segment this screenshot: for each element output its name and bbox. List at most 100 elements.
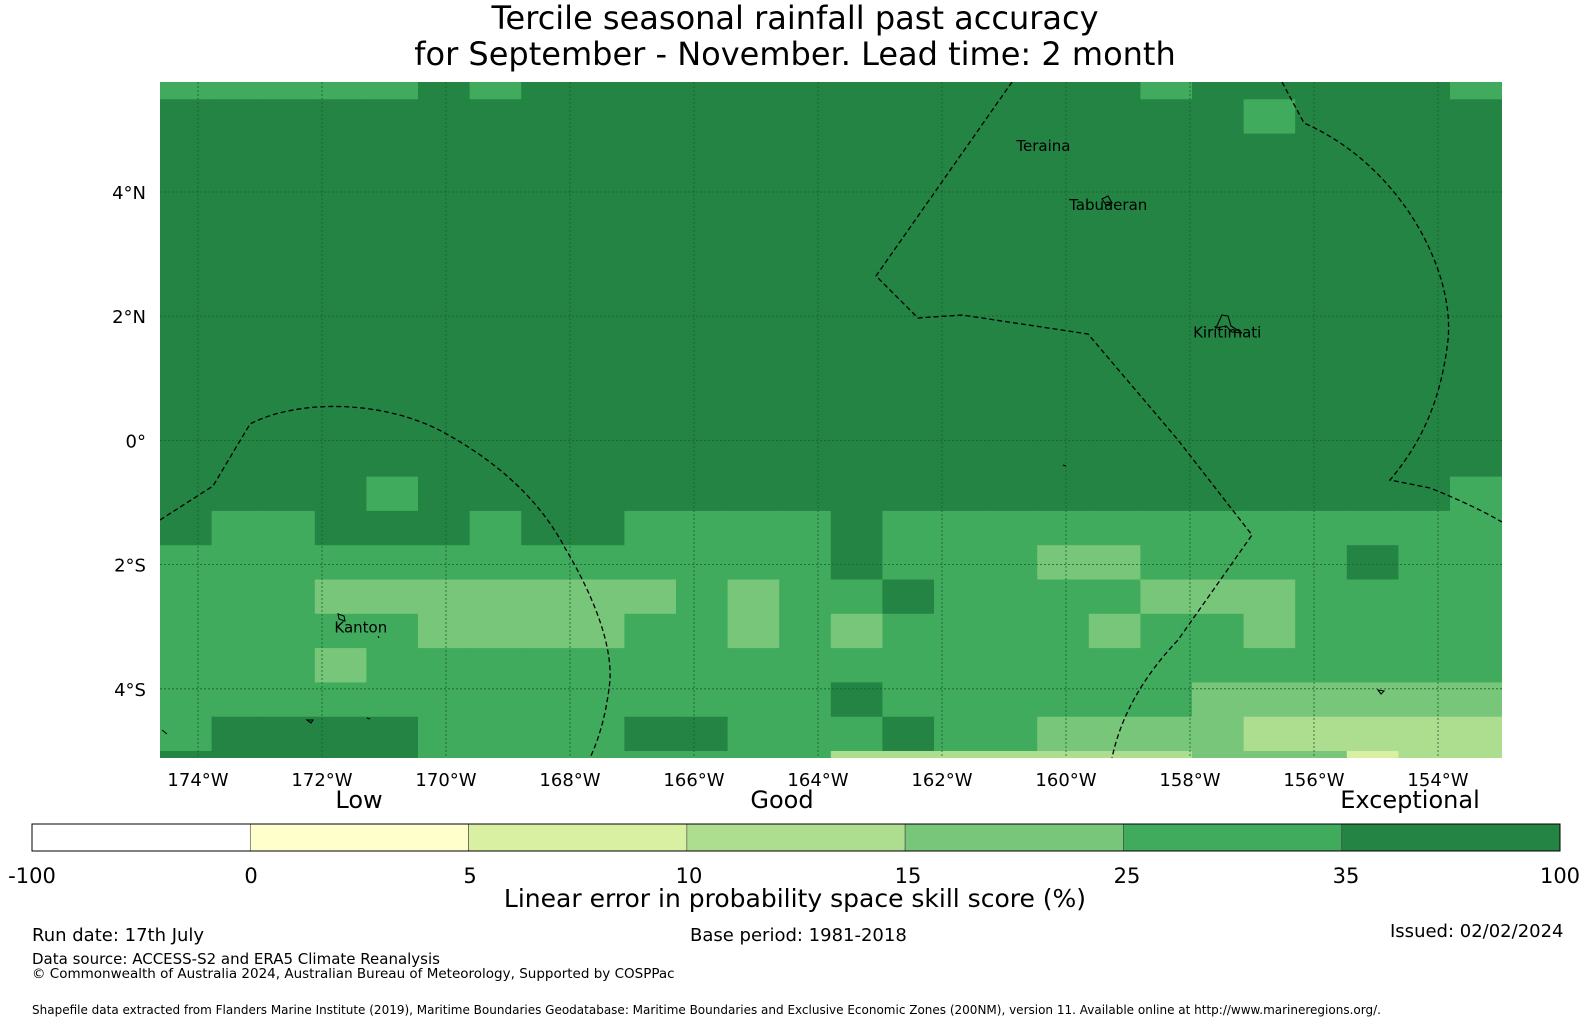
skill-cell — [1398, 82, 1451, 100]
skill-cell — [1346, 373, 1399, 409]
skill-cell — [1037, 270, 1090, 306]
skill-cell — [211, 408, 264, 443]
skill-cell — [1346, 545, 1399, 581]
skill-cell — [314, 339, 367, 375]
coastline-small-islet-2 — [366, 717, 371, 720]
coastline-small-islet-3 — [377, 635, 380, 639]
skill-cell — [1243, 305, 1296, 340]
skill-cell — [469, 579, 522, 615]
skill-cell — [727, 82, 780, 100]
skill-cell — [1346, 167, 1399, 203]
skill-cell — [624, 305, 677, 340]
skill-cell — [160, 305, 213, 340]
skill-cell — [1088, 82, 1141, 100]
skill-cell — [830, 751, 1038, 758]
skill-cell — [366, 579, 419, 615]
skill-cell — [314, 408, 367, 443]
skill-cell — [1037, 99, 1090, 135]
skill-cell — [160, 545, 213, 581]
skill-cell — [1140, 648, 1193, 683]
skill-cell — [160, 202, 213, 238]
colorbar-bin — [249, 823, 469, 852]
skill-cell — [160, 476, 213, 512]
skill-cell — [1450, 510, 1502, 546]
skill-cell — [1088, 133, 1141, 169]
skill-cell — [1450, 99, 1502, 135]
skill-cell — [521, 236, 574, 272]
skill-cell — [418, 716, 471, 752]
skill-cell — [1295, 305, 1348, 340]
skill-cell — [1088, 442, 1141, 478]
skill-cell — [1346, 82, 1399, 100]
colorbar — [31, 823, 1561, 852]
skill-cell — [1140, 442, 1193, 478]
skill-cell — [779, 133, 832, 169]
skill-cell — [211, 202, 264, 238]
skill-cell — [1450, 579, 1502, 615]
map-title-line-2: for September - November. Lead time: 2 m… — [414, 35, 1176, 73]
skill-cell — [1037, 408, 1090, 443]
skill-cell — [366, 99, 419, 135]
skill-cell — [1192, 751, 1348, 758]
skill-cell — [624, 339, 677, 375]
skill-cell — [160, 339, 213, 375]
skill-cell — [1243, 716, 1296, 752]
skill-cell — [624, 510, 677, 546]
skill-cell — [1398, 270, 1451, 306]
skill-cell — [469, 236, 522, 272]
skill-cell — [366, 339, 419, 375]
skill-cell — [985, 133, 1038, 169]
skill-cell — [263, 648, 316, 683]
skill-cell — [676, 545, 729, 581]
longitude-tick-label: 154°W — [1407, 770, 1468, 791]
skill-cell — [211, 476, 264, 512]
skill-cell — [1243, 82, 1296, 100]
longitude-tick-label: 170°W — [415, 770, 476, 791]
eez-boundary-line-islands-east — [1281, 82, 1502, 523]
skill-cell — [263, 305, 316, 340]
skill-cell — [418, 236, 471, 272]
skill-cell — [1037, 579, 1090, 615]
skill-cell — [1295, 373, 1348, 409]
skill-cell — [160, 236, 213, 272]
skill-cell — [624, 716, 677, 752]
skill-cell — [263, 82, 316, 100]
skill-cell — [366, 236, 419, 272]
skill-cell — [624, 236, 677, 272]
longitude-tick-label: 156°W — [1283, 770, 1344, 791]
skill-cell — [418, 202, 471, 238]
skill-cell — [1450, 133, 1502, 169]
skill-cell — [934, 373, 987, 409]
skill-cell — [160, 579, 213, 615]
skill-cell — [727, 442, 780, 478]
skill-cell — [1398, 373, 1451, 409]
skill-cell — [727, 167, 780, 203]
skill-cell — [779, 339, 832, 375]
skill-cell — [779, 648, 832, 683]
skill-cell — [1450, 167, 1502, 203]
skill-cell — [1243, 476, 1296, 512]
skill-cell — [418, 545, 471, 581]
skill-cell — [676, 373, 729, 409]
skill-cell — [1140, 373, 1193, 409]
skill-cell — [314, 476, 367, 512]
skill-cell — [1346, 476, 1399, 512]
skill-cell — [1295, 236, 1348, 272]
skill-cell — [160, 751, 419, 758]
colorbar-tick-label: 5 — [463, 864, 477, 888]
skill-cell — [727, 613, 780, 649]
skill-cell — [469, 408, 522, 443]
latitude-tick-label: 2°N — [112, 307, 146, 328]
skill-cell — [1037, 339, 1090, 375]
skill-cell — [521, 613, 574, 649]
skill-cell — [1346, 510, 1399, 546]
coastline-kiritimati — [1215, 314, 1243, 334]
skill-cell — [676, 510, 729, 546]
skill-cell — [1088, 510, 1141, 546]
skill-cell — [1398, 99, 1451, 135]
skill-cell — [1037, 373, 1090, 409]
coastline-small-islet-1 — [305, 719, 315, 724]
skill-cell — [1243, 613, 1296, 649]
skill-cell — [469, 510, 522, 546]
skill-cell — [676, 82, 729, 100]
